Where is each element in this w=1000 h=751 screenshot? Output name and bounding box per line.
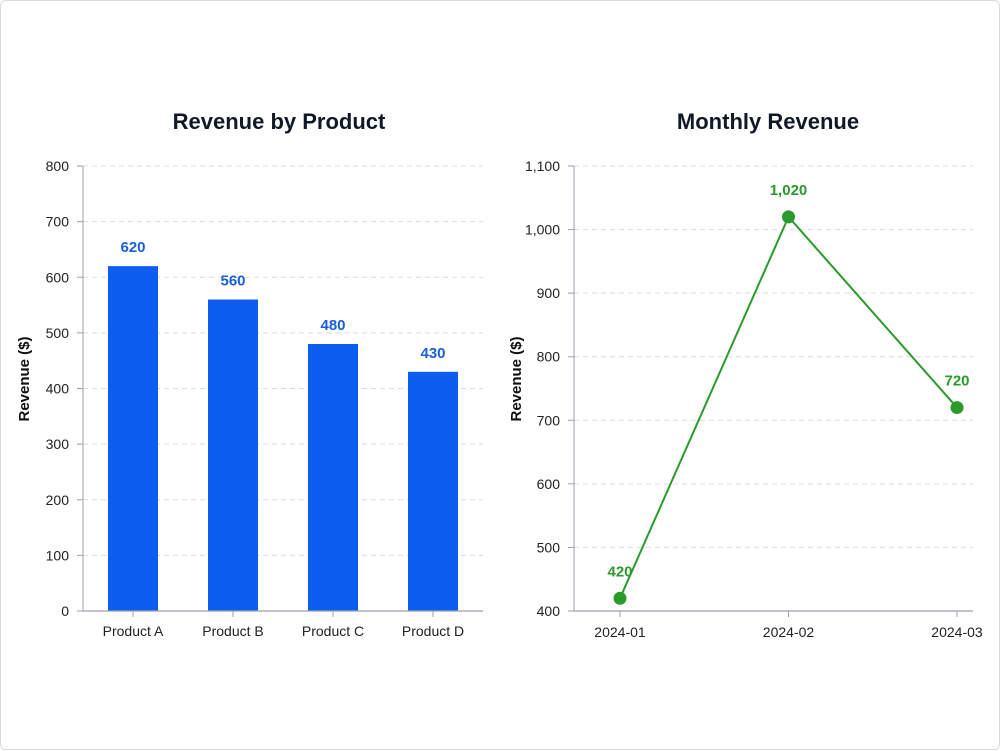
- bar-chart-y-tick-label: 100: [46, 547, 70, 563]
- bar: [308, 344, 358, 611]
- line-chart-y-tick-label: 500: [537, 539, 561, 555]
- line-chart-y-axis-label: Revenue ($): [508, 336, 525, 421]
- line-chart-x-tick-label: 2024-03: [931, 624, 983, 640]
- line-chart-y-tick-label: 400: [537, 603, 561, 619]
- bar-data-label: 430: [420, 345, 445, 362]
- bar-chart-title: Revenue by Product: [173, 109, 386, 134]
- line-chart-y-tick-label: 800: [537, 349, 561, 365]
- bar-data-label: 480: [320, 317, 345, 334]
- bar-chart-y-axis-label: Revenue ($): [16, 336, 33, 421]
- bar: [208, 299, 258, 611]
- bar-data-label: 560: [220, 273, 245, 290]
- bar-chart-x-tick-label: Product C: [302, 623, 364, 639]
- revenue-line: [619, 215, 958, 599]
- line-chart-y-tick-label: 600: [537, 476, 561, 492]
- bar-chart-y-tick-label: 700: [46, 214, 70, 230]
- bar: [108, 266, 158, 611]
- line-data-label: 720: [944, 373, 969, 390]
- line-data-label: 1,020: [770, 182, 808, 199]
- bar-chart-y-tick-label: 0: [61, 603, 69, 619]
- bar-chart-y-tick-label: 800: [46, 158, 70, 174]
- bar-chart-x-tick-label: Product D: [402, 623, 464, 639]
- data-point: [950, 401, 964, 415]
- line-chart-x-tick-label: 2024-01: [594, 624, 646, 640]
- line-chart-y-tick-label: 700: [537, 412, 561, 428]
- bar-chart-y-tick-label: 300: [46, 436, 70, 452]
- bar-chart-x-tick-label: Product B: [202, 623, 263, 639]
- data-point: [782, 210, 795, 224]
- line-chart-y-tick-label: 1,100: [525, 158, 560, 174]
- line-data-label: 420: [607, 563, 632, 580]
- bar-chart-x-tick-label: Product A: [103, 623, 164, 639]
- line-chart-y-tick-label: 900: [537, 285, 561, 301]
- bar-chart-y-tick-label: 200: [46, 492, 70, 508]
- bar-chart: Revenue by Product Revenue ($) 0 100 200 30…: [16, 109, 483, 639]
- bar-chart-y-tick-label: 600: [46, 269, 70, 285]
- line-chart-title: Monthly Revenue: [677, 109, 859, 134]
- line-chart-y-tick-label: 1,000: [525, 222, 560, 238]
- bar-chart-y-tick-label: 400: [46, 381, 70, 397]
- line-chart: Monthly Revenue Revenue ($) 400 500 600 700…: [508, 109, 983, 640]
- bar: [408, 371, 458, 611]
- bar-data-label: 620: [120, 239, 145, 256]
- data-point: [613, 591, 627, 605]
- line-chart-x-tick-label: 2024-02: [763, 624, 815, 640]
- bar-chart-y-tick-label: 500: [46, 325, 70, 341]
